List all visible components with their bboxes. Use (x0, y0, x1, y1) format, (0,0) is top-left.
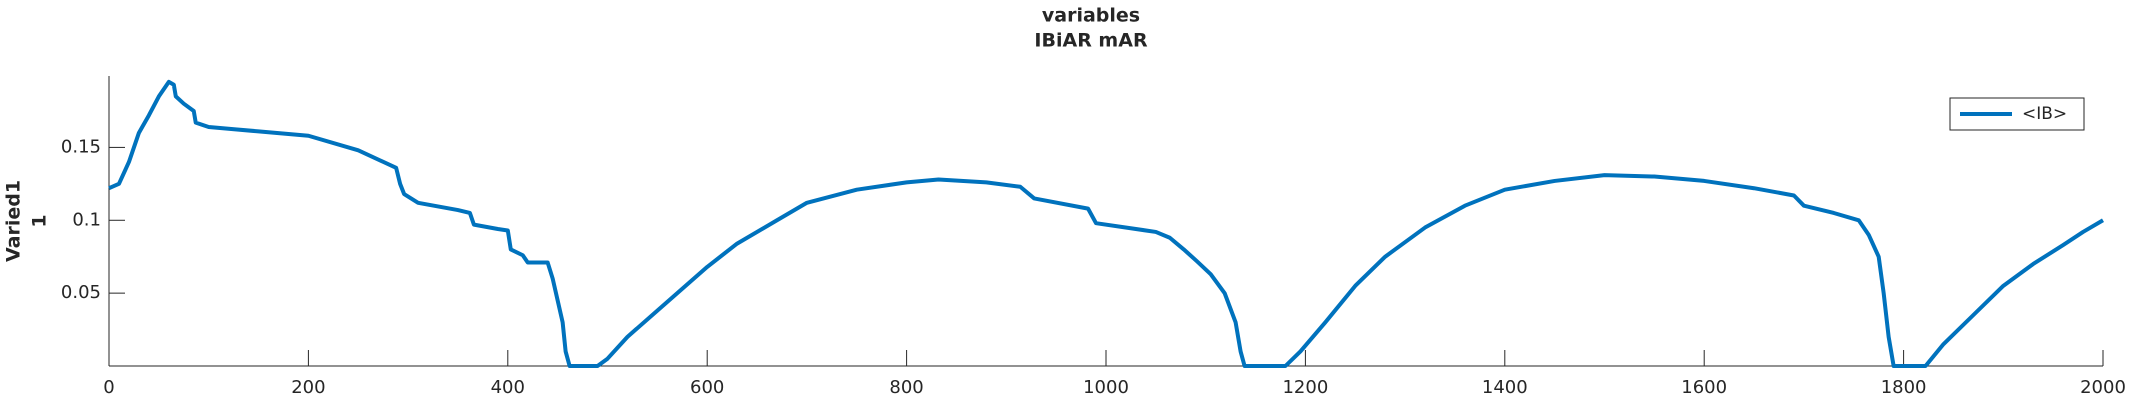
y-tick-label: 0.15 (61, 136, 101, 157)
x-tick-label: 1400 (1482, 377, 1528, 398)
x-tick-label: 800 (889, 377, 923, 398)
y-tick-label: 0.1 (72, 209, 101, 230)
x-tick-label: 600 (690, 377, 724, 398)
x-tick-label: 400 (491, 377, 525, 398)
legend-label: <IB> (2022, 104, 2067, 124)
x-tick-label: 1200 (1282, 377, 1328, 398)
x-tick-label: 2000 (2080, 377, 2126, 398)
y-axis-label: Varied1 1 (3, 180, 51, 262)
y-label-line: 1 (29, 214, 51, 227)
chart-title: variables (1042, 5, 1140, 27)
chart-subtitle: IBiAR mAR (1034, 30, 1148, 52)
x-tick-label: 1800 (1881, 377, 1927, 398)
series-line (108, 79, 2105, 368)
x-tick-label: 1600 (1681, 377, 1727, 398)
x-tick-label: 0 (103, 377, 114, 398)
x-tick-label: 200 (291, 377, 325, 398)
y-tick-label: 0.05 (61, 282, 101, 303)
x-tick-label: 1000 (1083, 377, 1129, 398)
y-label-line: Varied1 (3, 180, 25, 262)
